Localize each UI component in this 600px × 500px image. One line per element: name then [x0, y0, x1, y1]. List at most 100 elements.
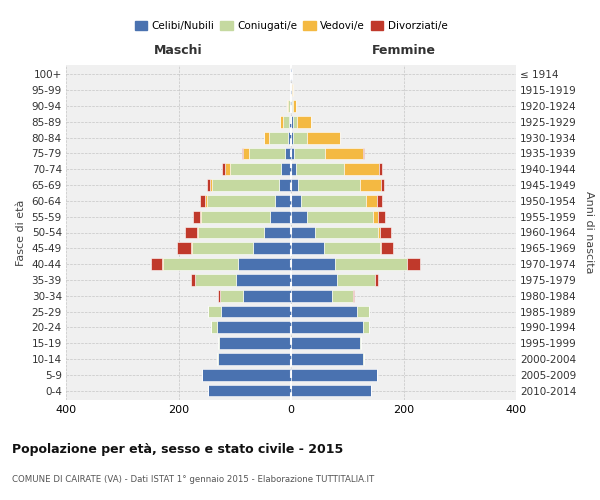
Bar [291, 211, 307, 222]
Bar [192, 242, 253, 254]
Bar [291, 337, 359, 349]
Text: Maschi: Maschi [154, 44, 203, 57]
Bar [162, 258, 163, 270]
Bar [201, 211, 269, 222]
Bar [294, 148, 325, 160]
Bar [298, 179, 359, 191]
Bar [377, 195, 382, 207]
Bar [376, 274, 378, 286]
Bar [353, 290, 354, 302]
Bar [291, 226, 314, 238]
Bar [210, 179, 212, 191]
Bar [291, 274, 337, 286]
Bar [177, 242, 191, 254]
Bar [291, 242, 323, 254]
Bar [378, 211, 385, 222]
Bar [379, 164, 382, 175]
Bar [291, 369, 377, 380]
Bar [291, 290, 331, 302]
Bar [377, 226, 380, 238]
Bar [218, 353, 291, 365]
Bar [291, 384, 371, 396]
Bar [331, 290, 353, 302]
Bar [337, 274, 376, 286]
Bar [291, 195, 301, 207]
Bar [381, 242, 394, 254]
Bar [381, 179, 384, 191]
Bar [202, 369, 291, 380]
Bar [344, 164, 379, 175]
Bar [291, 322, 363, 333]
Bar [278, 179, 291, 191]
Bar [291, 148, 294, 160]
Bar [293, 100, 296, 112]
Bar [292, 100, 293, 112]
Bar [242, 148, 243, 160]
Bar [323, 242, 380, 254]
Bar [218, 290, 220, 302]
Bar [253, 242, 291, 254]
Bar [208, 306, 221, 318]
Bar [293, 116, 297, 128]
Bar [222, 164, 224, 175]
Bar [236, 274, 291, 286]
Bar [217, 353, 218, 365]
Bar [269, 211, 291, 222]
Bar [269, 132, 288, 143]
Bar [358, 306, 368, 318]
Bar [291, 258, 335, 270]
Bar [280, 116, 283, 128]
Bar [217, 322, 291, 333]
Bar [292, 84, 293, 96]
Bar [296, 164, 344, 175]
Bar [289, 116, 291, 128]
Bar [243, 148, 249, 160]
Bar [307, 211, 373, 222]
Bar [307, 132, 340, 143]
Bar [205, 195, 206, 207]
Legend: Celibi/Nubili, Coniugati/e, Vedovi/e, Divorziati/e: Celibi/Nubili, Coniugati/e, Vedovi/e, Di… [130, 16, 452, 35]
Bar [335, 258, 407, 270]
Bar [359, 179, 381, 191]
Bar [220, 290, 243, 302]
Bar [200, 211, 201, 222]
Bar [281, 164, 291, 175]
Bar [291, 179, 298, 191]
Bar [193, 211, 200, 222]
Text: Popolazione per età, sesso e stato civile - 2015: Popolazione per età, sesso e stato civil… [12, 442, 343, 456]
Bar [191, 274, 195, 286]
Bar [206, 195, 275, 207]
Bar [363, 148, 364, 160]
Bar [208, 384, 291, 396]
Bar [287, 100, 290, 112]
Bar [196, 274, 236, 286]
Bar [197, 226, 264, 238]
Bar [249, 148, 286, 160]
Bar [212, 179, 278, 191]
Bar [288, 132, 291, 143]
Bar [291, 306, 358, 318]
Text: Femmine: Femmine [371, 44, 436, 57]
Bar [211, 322, 217, 333]
Bar [207, 179, 210, 191]
Bar [291, 100, 292, 112]
Bar [293, 132, 307, 143]
Bar [363, 353, 364, 365]
Bar [191, 242, 192, 254]
Bar [224, 164, 230, 175]
Bar [264, 132, 269, 143]
Bar [151, 258, 162, 270]
Bar [291, 164, 296, 175]
Bar [243, 290, 291, 302]
Bar [283, 116, 289, 128]
Bar [290, 100, 291, 112]
Bar [380, 226, 391, 238]
Bar [264, 226, 291, 238]
Y-axis label: Anni di nascita: Anni di nascita [584, 191, 593, 274]
Bar [380, 242, 381, 254]
Text: COMUNE DI CAIRATE (VA) - Dati ISTAT 1° gennaio 2015 - Elaborazione TUTTITALIA.IT: COMUNE DI CAIRATE (VA) - Dati ISTAT 1° g… [12, 475, 374, 484]
Bar [325, 148, 363, 160]
Bar [314, 226, 377, 238]
Bar [291, 353, 363, 365]
Bar [275, 195, 291, 207]
